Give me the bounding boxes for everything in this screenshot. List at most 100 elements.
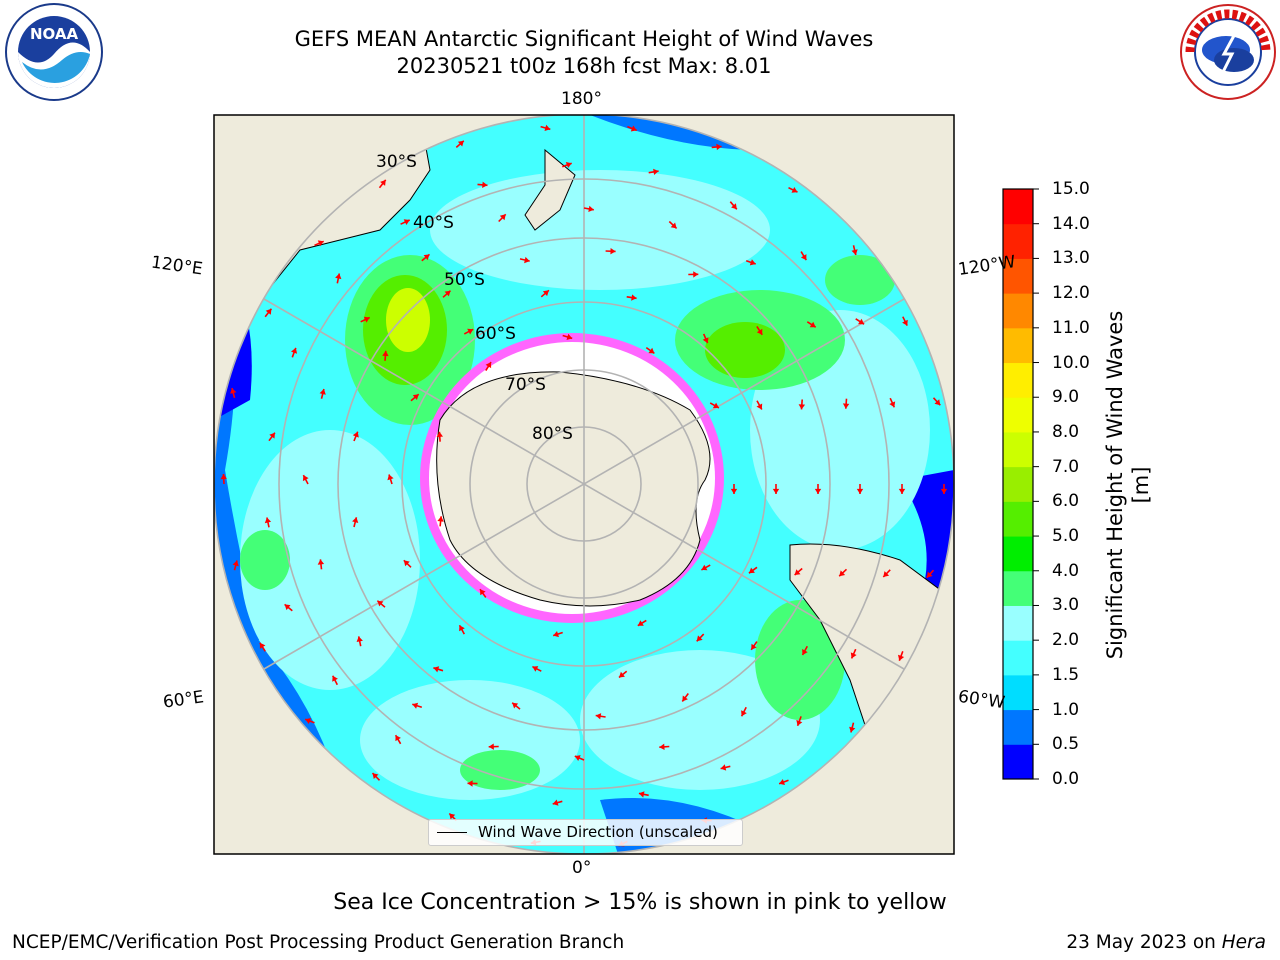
colorbar-tick-label: 3.0: [1052, 595, 1080, 616]
wave-direction-arrowhead: [332, 675, 338, 682]
map-frame: [213, 114, 955, 855]
colorbar-tick-label: 2.0: [1052, 630, 1080, 651]
lon-label-180: 180°: [561, 89, 602, 109]
colorbar-segment: [1003, 501, 1033, 537]
wave-direction-arrowhead: [741, 710, 747, 717]
wave-direction-arrowhead: [512, 702, 519, 709]
wave-direction-arrowhead: [926, 571, 933, 578]
wave-direction-arrowhead: [659, 743, 665, 750]
wave-direction-arrowhead: [544, 124, 551, 131]
wave-direction-arrowhead: [716, 143, 722, 151]
wave-direction-arrowhead: [552, 799, 559, 806]
lon-label-0: 0°: [572, 858, 592, 878]
legend-label: Wind Wave Direction (unscaled): [478, 823, 718, 841]
wave-direction-arrowhead: [731, 203, 737, 210]
wave-direction-arrowhead: [566, 333, 573, 340]
wave-direction-arrowhead: [302, 475, 309, 482]
colorbar-segment: [1003, 744, 1033, 780]
wave-direction-arrowhead: [532, 666, 539, 672]
wave-direction-arrowhead: [850, 652, 857, 659]
wave-direction-arrowhead: [412, 702, 419, 709]
lat-label-50s: 50°S: [444, 270, 485, 290]
wave-direction-arrowhead: [265, 308, 272, 315]
wave-direction-arrowhead: [898, 488, 906, 494]
wave-direction-arrowhead: [631, 294, 637, 301]
wave-direction-arrowhead: [259, 642, 266, 649]
colorbar-segment: [1003, 431, 1033, 468]
wave-direction-arrowhead: [542, 290, 549, 297]
colorbar-tick-label: 12.0: [1052, 283, 1090, 304]
noaa-logo: NOAA: [5, 3, 103, 101]
wave-direction-arrowhead: [756, 328, 763, 335]
wave-direction-arrowhead: [372, 773, 379, 779]
wave-direction-arrowhead: [356, 636, 363, 642]
wave-direction-arrowhead: [779, 779, 785, 785]
wave-direction-arrowhead: [794, 569, 801, 575]
wave-direction-arrowhead: [809, 321, 816, 328]
colorbar-tick-label: 0.5: [1052, 734, 1080, 755]
wave-direction-arrowhead: [637, 620, 644, 626]
colorbar-segment: [1003, 605, 1033, 641]
wave-direction-arrowhead: [720, 764, 727, 771]
wave-direction-arrowhead: [319, 389, 326, 395]
wave-direction-arrowhead: [387, 474, 394, 481]
colorbar-segment: [1003, 327, 1033, 364]
wave-direction-arrowhead: [648, 347, 655, 354]
wave-direction-arrowhead: [220, 474, 227, 480]
wave-direction-arrowhead: [898, 654, 905, 661]
wave-direction-arrowhead: [800, 254, 807, 261]
colorbar-tick-label: 5.0: [1052, 526, 1080, 547]
colorbar-tick-label: 0.0: [1052, 769, 1080, 789]
wave-direction-arrowhead: [749, 259, 756, 266]
lat-lon-grid: [214, 115, 954, 854]
colorbar-segment: [1003, 536, 1033, 572]
wave-direction-arrowhead: [352, 517, 359, 523]
wave-direction-arrowhead: [856, 488, 864, 494]
wave-direction-arrowhead: [595, 713, 602, 720]
map-legend: Wind Wave Direction (unscaled): [428, 819, 743, 846]
wave-direction-arrowhead: [467, 328, 474, 335]
wave-direction-arrowhead: [772, 488, 780, 494]
date-text: 23 May 2023 on Hera: [1066, 932, 1266, 953]
colorbar-tick-label: 10.0: [1052, 352, 1090, 373]
wave-direction-arrowhead: [883, 571, 890, 577]
wave-direction-arrowhead: [335, 273, 342, 280]
colorbar-segment: [1003, 466, 1033, 502]
wave-direction-arrowhead: [377, 600, 384, 607]
wave-direction-arrowhead: [751, 643, 757, 650]
wave-direction-arrowhead: [670, 222, 677, 229]
wave-direction-arrowhead: [480, 589, 486, 596]
wave-direction-arrowhead: [934, 399, 941, 406]
wave-direction-arrowhead: [467, 780, 473, 787]
wave-direction-arrowhead: [653, 168, 659, 175]
wave-direction-arrowhead: [748, 567, 755, 574]
wave-direction-arrowhead: [485, 362, 492, 369]
wave-direction-arrowhead: [230, 388, 237, 394]
wave-direction-arrowhead: [363, 316, 370, 323]
wave-direction-arrowhead: [889, 401, 896, 408]
wave-direction-arrowhead: [619, 671, 625, 678]
wave-direction-arrowhead: [802, 649, 808, 655]
wave-direction-arrowhead: [305, 718, 312, 724]
colorbar-tick-label: 4.0: [1052, 560, 1080, 581]
wave-direction-arrowhead: [574, 755, 581, 761]
wave-direction-arrowhead: [482, 181, 488, 188]
colorbar-segment: [1003, 674, 1033, 711]
wave-direction-arrowhead: [499, 214, 506, 221]
wave-direction-arrowhead: [403, 219, 410, 225]
wave-direction-arrowhead: [796, 719, 803, 726]
wave-direction-arrowhead: [412, 394, 419, 400]
wave-direction-arrowhead: [638, 791, 645, 798]
wave-direction-arrowhead: [565, 162, 572, 168]
wave-direction-arrowhead: [858, 318, 865, 325]
wave-direction-arrowhead: [433, 666, 440, 673]
noaa-logo-text: NOAA: [30, 25, 79, 43]
wave-direction-arrowhead: [693, 271, 699, 278]
wave-direction-arrowhead: [682, 695, 688, 702]
colorbar-tick-label: 13.0: [1052, 248, 1090, 269]
colorbar-tick-label: 1.0: [1052, 699, 1080, 720]
wave-direction-arrowhead: [457, 140, 464, 147]
nws-logo: [1180, 4, 1276, 100]
colorbar-segment: [1003, 709, 1033, 745]
chart-title: GEFS MEAN Antarctic Significant Height o…: [294, 27, 874, 51]
